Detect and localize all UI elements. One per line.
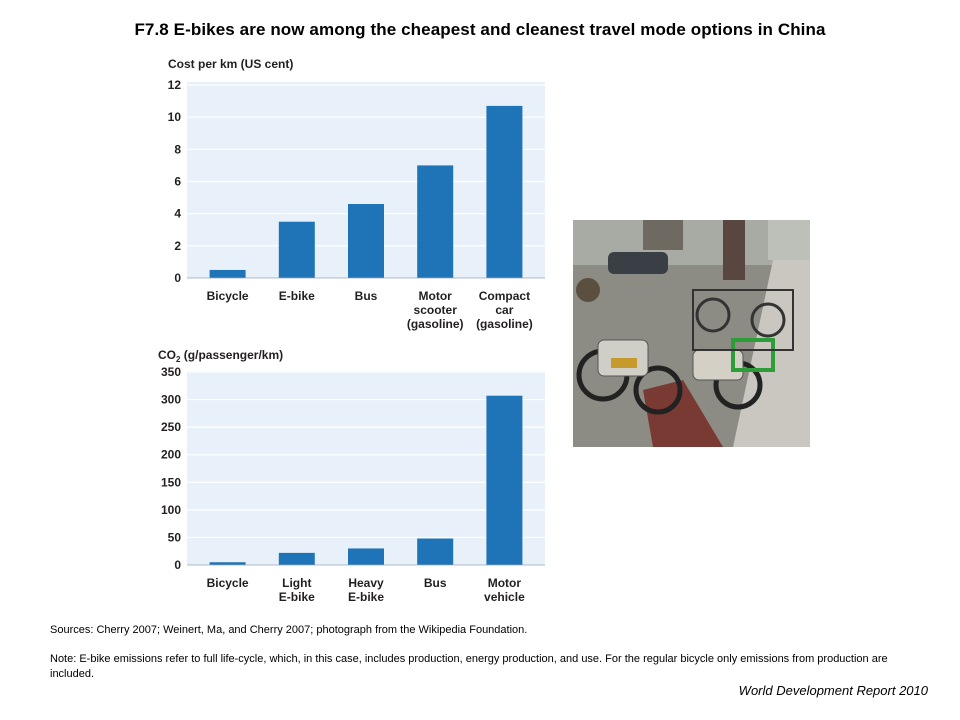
y-tick-label: 350 — [161, 365, 181, 379]
ebike-street-photo — [573, 220, 810, 447]
x-tick-label: Motor scooter (gasoline) — [407, 289, 464, 331]
bar — [417, 538, 454, 565]
bar — [486, 395, 523, 565]
y-tick-label: 4 — [174, 207, 181, 221]
x-tick-label: E-bike — [279, 289, 315, 303]
chart-title: Cost per km (US cent) — [168, 57, 293, 71]
x-tick-label: Bus — [424, 576, 447, 590]
x-tick-label: Light E-bike — [279, 576, 315, 604]
x-tick-label: Bicycle — [207, 576, 249, 590]
cost-chart-svg: Cost per km (US cent) 0 2 4 6 8 10 12 Bicycle E-b… — [168, 57, 545, 331]
bar — [348, 204, 384, 278]
y-tick-label: 0 — [174, 271, 181, 285]
sources-text: Sources: Cherry 2007; Weinert, Ma, and C… — [50, 624, 528, 636]
y-tick-label: 2 — [174, 239, 181, 253]
note-text: Note: E-bike emissions refer to full lif… — [50, 653, 888, 680]
co2-chart-svg: CO2 (g/passenger/km) 0 50 100 150 200 250 300 35… — [158, 348, 545, 604]
report-credit: World Development Report 2010 — [738, 683, 928, 698]
bar — [486, 105, 523, 279]
x-tick-label: Compact car (gasoline) — [476, 289, 533, 331]
cost-per-km-chart: Cost per km (US cent) 0 2 4 6 8 10 12 Bicycle E-b… — [150, 55, 555, 345]
bar — [348, 548, 384, 565]
bar — [209, 269, 246, 278]
x-tick-label: Heavy E-bike — [348, 576, 384, 604]
y-tick-label: 6 — [174, 175, 181, 189]
plot-area — [187, 371, 545, 565]
y-tick-label: 50 — [168, 530, 182, 544]
x-tick-label: Motor vehicle — [484, 576, 525, 604]
y-tick-label: 100 — [161, 503, 181, 517]
figure-title: F7.8 E-bikes are now among the cheapest … — [134, 20, 826, 39]
bar — [417, 165, 454, 278]
bar — [278, 552, 315, 565]
y-tick-label: 10 — [168, 110, 182, 124]
y-tick-label: 12 — [168, 78, 182, 92]
bar — [278, 221, 315, 278]
ebike-photo-illustration — [573, 220, 810, 447]
co2-chart: CO2 (g/passenger/km) 0 50 100 150 200 250 300 35… — [150, 345, 555, 610]
chart-title: CO2 (g/passenger/km) — [158, 348, 283, 364]
y-tick-label: 150 — [161, 475, 181, 489]
y-tick-label: 300 — [161, 393, 181, 407]
x-tick-label: Bus — [355, 289, 378, 303]
x-tick-label: Bicycle — [207, 289, 249, 303]
y-tick-label: 0 — [174, 558, 181, 572]
y-tick-label: 8 — [174, 142, 181, 156]
y-tick-label: 200 — [161, 448, 181, 462]
bar — [209, 562, 246, 565]
y-tick-label: 250 — [161, 420, 181, 434]
